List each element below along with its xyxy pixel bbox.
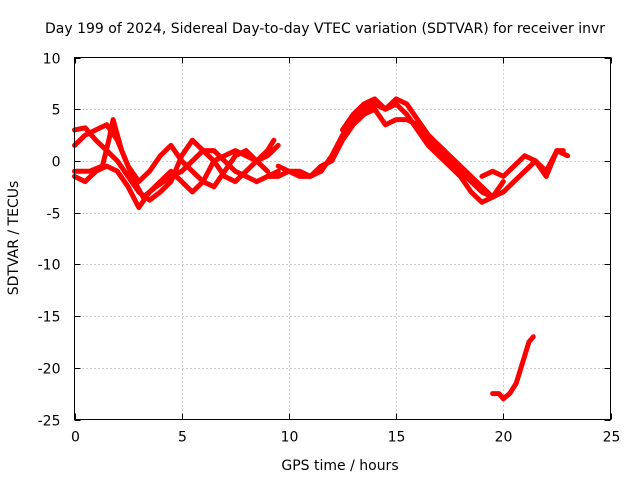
- x-tick-label: 10: [281, 430, 299, 446]
- y-tick-label: 0: [52, 155, 61, 171]
- series-line-track-6: [275, 106, 506, 200]
- series-line-track-9: [490, 334, 536, 402]
- series-line-track-2: [72, 122, 270, 190]
- series-line-track-8: [479, 148, 566, 179]
- x-axis-label: GPS time / hours: [281, 458, 398, 474]
- chart-title: Day 199 of 2024, Sidereal Day-to-day VTE…: [45, 21, 605, 37]
- x-tick-label: 5: [178, 430, 187, 446]
- x-tick-label: 25: [603, 430, 621, 446]
- y-axis-label: SDTVAR / TECUs: [6, 181, 22, 296]
- y-tick-label: 10: [43, 52, 61, 68]
- y-tick-label: -5: [47, 207, 61, 223]
- x-tick-label: 0: [71, 430, 80, 446]
- y-tick-label: 5: [52, 103, 61, 119]
- y-tick-labels: -25 -20 -15 -10 -5 0 5 10: [38, 52, 61, 430]
- grid-lines: [74, 57, 611, 420]
- series-line-track-4: [72, 142, 281, 210]
- plot-frame: [74, 57, 611, 420]
- x-tick-labels: 0 5 10 15 20 25: [71, 430, 620, 446]
- y-tick-label: -20: [38, 362, 61, 378]
- y-tick-label: -25: [38, 414, 61, 430]
- y-tick-label: -10: [38, 258, 61, 274]
- series-line-track-7: [340, 96, 571, 200]
- x-tick-label: 20: [495, 430, 513, 446]
- data-series: [72, 96, 571, 402]
- y-tick-label: -15: [38, 310, 61, 326]
- axis-ticks: [74, 57, 612, 421]
- x-tick-label: 15: [388, 430, 406, 446]
